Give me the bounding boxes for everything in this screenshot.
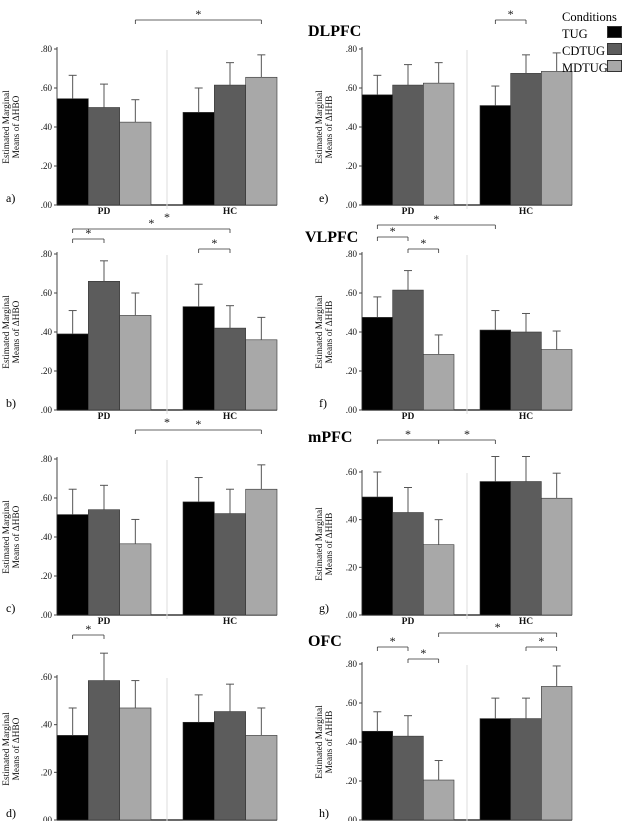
- svg-text:Means of ΔHHB: Means of ΔHHB: [324, 512, 335, 575]
- svg-text:*: *: [195, 7, 201, 21]
- svg-text:.80: .80: [41, 249, 53, 259]
- svg-text:Means of ΔHHB: Means of ΔHHB: [324, 711, 335, 774]
- svg-text:.40: .40: [346, 737, 358, 747]
- svg-text:.80: .80: [41, 454, 53, 464]
- svg-text:.80: .80: [41, 44, 53, 54]
- svg-text:.60: .60: [41, 288, 53, 298]
- svg-text:.60: .60: [346, 467, 358, 477]
- svg-text:.20: .20: [346, 366, 358, 376]
- svg-text:.40: .40: [346, 515, 358, 525]
- svg-text:*: *: [211, 236, 217, 250]
- svg-text:Estimated Marginal: Estimated Marginal: [2, 90, 12, 164]
- svg-text:*: *: [433, 212, 439, 226]
- svg-text:Estimated Marginal: Estimated Marginal: [315, 295, 325, 369]
- svg-text:.20: .20: [346, 161, 358, 171]
- svg-text:.00: .00: [41, 815, 53, 821]
- svg-text:.60: .60: [41, 83, 53, 93]
- svg-text:.60: .60: [346, 288, 358, 298]
- svg-text:.60: .60: [346, 83, 358, 93]
- svg-text:*: *: [85, 622, 91, 636]
- svg-text:.20: .20: [41, 767, 53, 777]
- svg-text:*: *: [195, 417, 201, 431]
- svg-text:Means of ΔHHB: Means of ΔHHB: [324, 96, 335, 159]
- svg-text:.60: .60: [41, 493, 53, 503]
- svg-text:.20: .20: [41, 366, 53, 376]
- svg-text:Means of ΔHHB: Means of ΔHHB: [324, 301, 335, 364]
- svg-text:Estimated Marginal: Estimated Marginal: [315, 506, 325, 580]
- svg-text:.40: .40: [41, 720, 53, 730]
- svg-text:Means of ΔHBO: Means of ΔHBO: [11, 300, 22, 363]
- svg-text:.20: .20: [346, 776, 358, 786]
- svg-text:.80: .80: [346, 44, 358, 54]
- svg-text:.60: .60: [41, 672, 53, 682]
- svg-text:*: *: [464, 427, 470, 441]
- svg-text:.80: .80: [346, 249, 358, 259]
- svg-text:Means of ΔHBO: Means of ΔHBO: [11, 505, 22, 568]
- svg-text:Estimated Marginal: Estimated Marginal: [315, 705, 325, 779]
- svg-text:*: *: [390, 224, 396, 238]
- svg-text:.40: .40: [41, 122, 53, 132]
- svg-text:Estimated Marginal: Estimated Marginal: [2, 500, 12, 574]
- svg-text:.40: .40: [346, 122, 358, 132]
- svg-text:Estimated Marginal: Estimated Marginal: [2, 711, 12, 785]
- svg-text:*: *: [390, 634, 396, 648]
- svg-text:*: *: [420, 646, 426, 660]
- svg-text:*: *: [508, 7, 514, 21]
- svg-text:.20: .20: [346, 562, 358, 572]
- svg-text:*: *: [405, 427, 411, 441]
- svg-text:.40: .40: [346, 327, 358, 337]
- svg-text:Estimated Marginal: Estimated Marginal: [315, 90, 325, 164]
- svg-text:.60: .60: [346, 698, 358, 708]
- svg-text:.40: .40: [41, 327, 53, 337]
- svg-text:.20: .20: [41, 571, 53, 581]
- svg-text:Estimated Marginal: Estimated Marginal: [2, 295, 12, 369]
- svg-text:Means of ΔHBO: Means of ΔHBO: [11, 95, 22, 158]
- svg-text:*: *: [420, 236, 426, 250]
- svg-text:Means of ΔHBO: Means of ΔHBO: [11, 717, 22, 780]
- svg-text:*: *: [495, 620, 501, 634]
- svg-text:*: *: [85, 226, 91, 240]
- svg-text:.80: .80: [346, 659, 358, 669]
- svg-text:.40: .40: [41, 532, 53, 542]
- svg-text:*: *: [538, 634, 544, 648]
- svg-text:*: *: [148, 216, 154, 230]
- svg-text:.20: .20: [41, 161, 53, 171]
- svg-text:.00: .00: [346, 815, 358, 821]
